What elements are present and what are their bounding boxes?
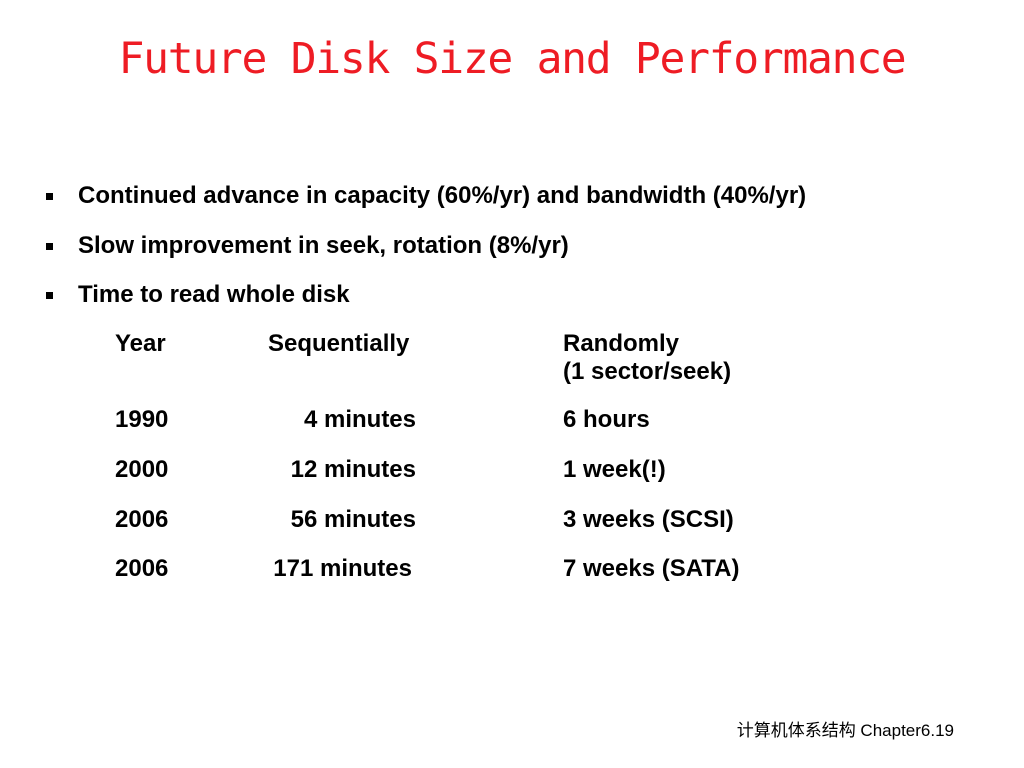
table-cell-randomly: 6 hours	[563, 406, 650, 433]
bullet-text: Slow improvement in seek, rotation (8%/y…	[78, 231, 569, 259]
slide-title: Future Disk Size and Performance	[118, 34, 907, 84]
table-cell-sequentially: 4 minutes	[303, 406, 416, 433]
table-cell-sequentially: 171 minutes	[273, 555, 412, 582]
table-cell-year: 1990	[115, 406, 169, 433]
bullet-item: Continued advance in capacity (60%/yr) a…	[46, 178, 1006, 228]
table-header-randomly-sub: (1 sector/seek)	[563, 358, 732, 385]
slide-footer: 计算机体系结构 Chapter6.19	[736, 721, 954, 740]
square-bullet-icon	[46, 292, 53, 299]
square-bullet-icon	[46, 242, 53, 250]
bullet-item: Slow improvement in seek, rotation (8%/y…	[46, 228, 1006, 278]
bullet-list: Continued advance in capacity (60%/yr) a…	[46, 178, 1006, 327]
table-header-randomly: Randomly	[563, 330, 680, 357]
table-cell-year: 2006	[115, 506, 169, 533]
table-cell-year: 2000	[115, 456, 169, 483]
table-header-sequentially: Sequentially	[268, 330, 410, 357]
bullet-text: Continued advance in capacity (60%/yr) a…	[78, 182, 807, 209]
table-cell-year: 2006	[115, 555, 169, 582]
table-cell-randomly: 3 weeks (SCSI)	[563, 506, 734, 533]
bullet-item: Time to read whole disk	[46, 277, 1006, 327]
square-bullet-icon	[46, 193, 53, 200]
table-cell-sequentially: 56 minutes	[290, 506, 416, 533]
table-header-year: Year	[115, 330, 166, 357]
table-cell-randomly: 1 week(!)	[563, 456, 666, 483]
bullet-text: Time to read whole disk	[78, 281, 350, 308]
table-cell-randomly: 7 weeks (SATA)	[563, 555, 740, 582]
table-cell-sequentially: 12 minutes	[290, 456, 416, 483]
